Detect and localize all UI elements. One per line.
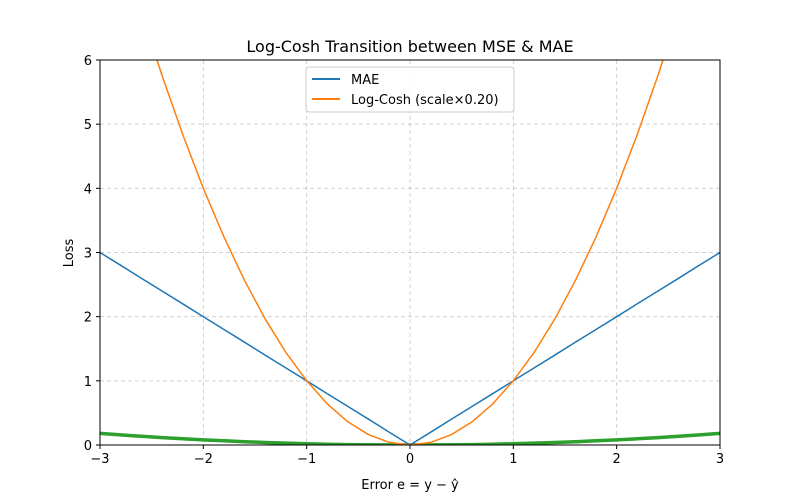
grid — [99, 59, 721, 446]
x-tick-label: −3 — [90, 452, 109, 467]
x-tick-label: 2 — [613, 452, 621, 467]
y-axis-label: Loss — [62, 239, 77, 268]
y-tick-label: 3 — [84, 247, 92, 262]
y-tick-label: 6 — [84, 54, 92, 69]
legend: MAE Log-Cosh (scale×0.20) — [305, 66, 515, 113]
x-tick-label: −1 — [297, 452, 316, 467]
series-line-2 — [100, 431, 720, 445]
y-tick-label: 2 — [84, 311, 92, 326]
x-tick-label: 1 — [509, 452, 517, 467]
y-tick-label: 0 — [84, 439, 92, 454]
series-line-1 — [156, 60, 664, 445]
y-tick-label: 1 — [84, 375, 92, 390]
series-line-0 — [100, 251, 720, 445]
legend-label-logcosh: Log-Cosh (scale×0.20) — [351, 93, 499, 108]
x-tick-label: 3 — [716, 452, 724, 467]
x-tick-label: 0 — [406, 452, 414, 467]
legend-label-mae: MAE — [351, 73, 379, 88]
y-tick-label: 5 — [84, 118, 92, 133]
series-lines — [100, 60, 720, 445]
axis-ticks: −3 −2 −1 0 1 2 3 0 1 2 3 4 5 6 — [84, 54, 724, 467]
x-axis-label: Error e = y − ŷ — [361, 478, 459, 493]
x-tick-label: −2 — [194, 452, 213, 467]
chart-title: Log-Cosh Transition between MSE & MAE — [246, 37, 573, 56]
y-tick-label: 4 — [84, 182, 92, 197]
